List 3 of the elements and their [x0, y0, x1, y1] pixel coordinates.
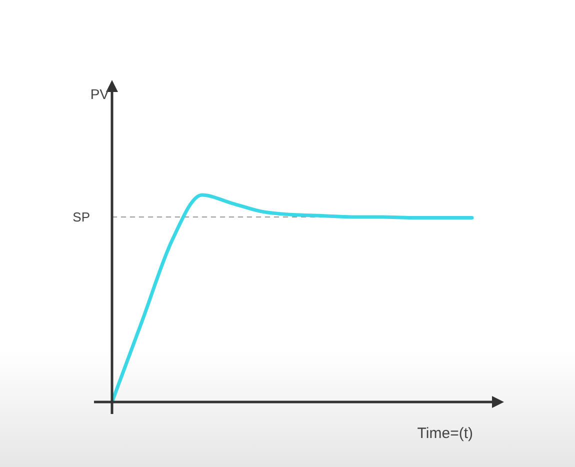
x-axis-title: Time=(t) — [417, 425, 473, 442]
text: PV — [90, 86, 110, 102]
ref-line-label: SP — [72, 209, 90, 224]
